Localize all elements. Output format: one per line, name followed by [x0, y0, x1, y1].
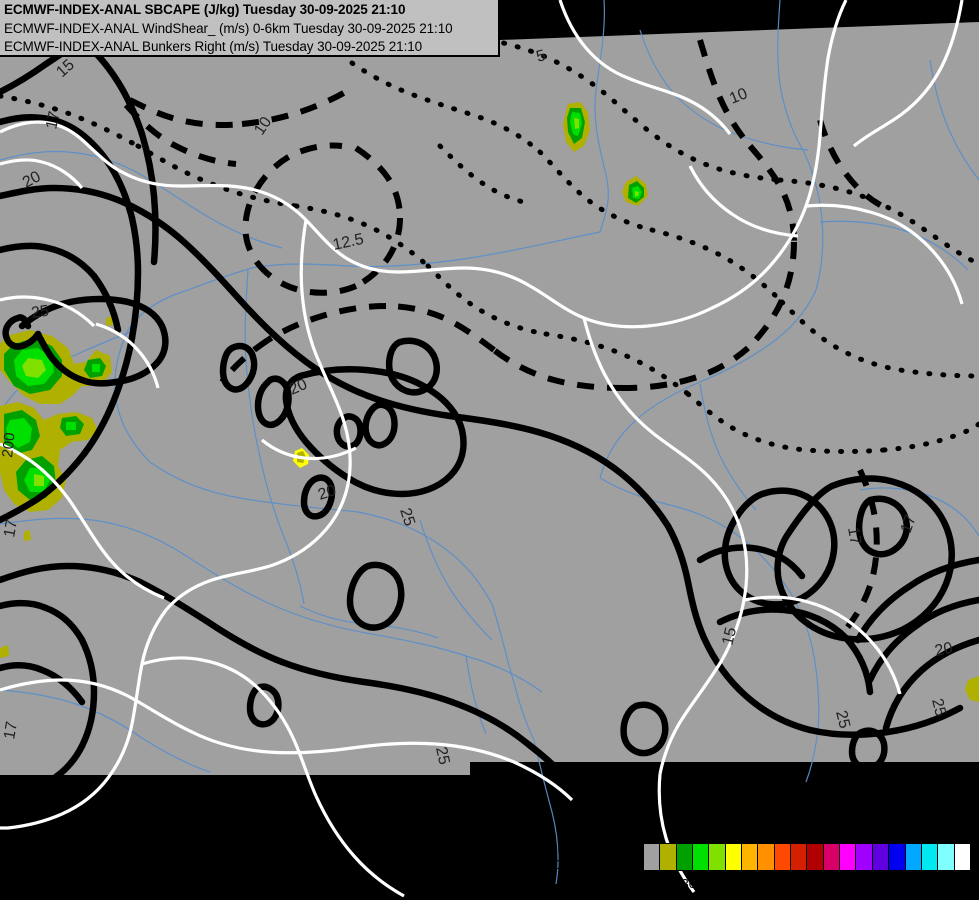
colorbar-swatch-3[interactable]	[693, 844, 710, 870]
contour-label: 25	[832, 709, 853, 730]
colorbar-ticks	[643, 871, 971, 878]
title-line-sbcape: ECMWF-INDEX-ANAL SBCAPE (J/kg) Tuesday 3…	[4, 2, 406, 17]
contour-label: 15	[719, 625, 740, 646]
colorbar-swatch-10[interactable]	[807, 844, 824, 870]
colorbar-swatch-7[interactable]	[758, 844, 775, 870]
contour-label: 25	[30, 303, 50, 322]
cape-value-label: 200	[0, 432, 19, 459]
colorbar-tick-6	[856, 871, 858, 877]
legend-caption: ECMWF-INDEX-ANAL CAPE J/kg	[505, 842, 633, 889]
title-line-bunkers-right: ECMWF-INDEX-ANAL Bunkers Right (m/s) Tue…	[4, 39, 423, 54]
colorbar-swatch-8[interactable]	[774, 844, 792, 870]
contour-label: 17	[43, 110, 63, 131]
colorbar-tick-0	[659, 871, 661, 877]
legend-field-name: CAPE	[551, 857, 587, 872]
colorbar-label-6: 1750	[842, 877, 871, 891]
colorbar-swatch-12[interactable]	[840, 844, 857, 870]
colorbar-tick-8	[921, 871, 923, 877]
colorbar-swatch-18[interactable]	[938, 844, 955, 870]
colorbar-tick-4	[790, 871, 792, 877]
colorbar-label-9: 5000	[940, 877, 969, 891]
colorbar-swatch-5[interactable]	[725, 844, 743, 870]
colorbar-tick-7	[889, 871, 890, 877]
colorbar-label-5: 1250	[809, 877, 838, 891]
colorbar-swatch-9[interactable]	[791, 844, 808, 870]
cape-cell-east-edge	[965, 676, 979, 702]
contour-label: 17	[1, 720, 21, 741]
contour-label: 10	[727, 85, 750, 107]
cape-specks	[0, 316, 113, 658]
colorbar-label-8: 3000	[907, 877, 936, 891]
contour-label: 17	[844, 526, 864, 547]
colorbar-tick-2	[725, 871, 726, 877]
colorbar-label-7: 2250	[875, 877, 903, 891]
contour-labels: 15 17 20 25 20 20 25 17 17 25 15 17 20 2…	[0, 47, 954, 766]
colorbar-tick-5	[823, 871, 825, 877]
colorbar-label-1: 300	[681, 877, 703, 891]
windshear-solid-contours	[0, 36, 979, 775]
colorbar-swatch-6[interactable]	[742, 844, 759, 870]
title-overlay-box: ECMWF-INDEX-ANAL SBCAPE (J/kg) Tuesday 3…	[0, 0, 500, 57]
legend-model-name: ECMWF-INDEX-ANAL	[505, 842, 633, 856]
colorbar-label-4: 900	[780, 877, 802, 891]
contour-label: 20	[20, 168, 44, 191]
cape-cell-north-b	[622, 176, 648, 206]
colorbar-swatch-13[interactable]	[856, 844, 873, 870]
contour-label: 25	[928, 697, 949, 718]
contour-label: 20	[316, 482, 338, 504]
contour-label: 20	[287, 376, 310, 399]
colorbar-legend: ECMWF-INDEX-ANAL CAPE J/kg 100 300 500 700 9…	[505, 840, 979, 900]
colorbar-swatch-19[interactable]	[954, 844, 970, 870]
contour-label: 20	[933, 640, 954, 660]
cape-cell-north-a	[563, 102, 590, 152]
contour-label: 17	[898, 513, 920, 536]
colorbar-swatch-15[interactable]	[889, 844, 906, 870]
colorbar-swatches[interactable]	[643, 843, 971, 871]
colorbar-swatch-2[interactable]	[676, 844, 694, 870]
contour-label: 25	[396, 506, 418, 528]
colorbar-tick-9	[954, 871, 956, 877]
colorbar-tick-3	[757, 871, 759, 877]
cape-cell-left-south	[0, 402, 98, 512]
colorbar-swatch-17[interactable]	[921, 844, 939, 870]
contour-label: 17	[1, 518, 21, 539]
colorbar-swatch-4[interactable]	[709, 844, 726, 870]
colorbar-swatch-14[interactable]	[872, 844, 890, 870]
contour-label: 12.5	[331, 231, 365, 254]
colorbar-tick-labels: 100 300 500 700 900 1250 1750 2250 3000 5000	[643, 877, 971, 895]
legend-units: J/kg	[557, 873, 581, 887]
contour-label: 25	[432, 745, 452, 766]
colorbar-label-3: 700	[747, 877, 769, 891]
colorbar-label-2: 500	[714, 877, 736, 891]
colorbar-tick-1	[692, 871, 694, 877]
colorbar-label-0: 100	[648, 877, 670, 891]
colorbar-swatch-11[interactable]	[823, 844, 841, 870]
windshear-dashed-contours	[123, 39, 892, 636]
title-line-windshear: ECMWF-INDEX-ANAL WindShear_ (m/s) 0-6km …	[4, 20, 453, 36]
colorbar-swatch-16[interactable]	[905, 844, 922, 870]
colorbar-swatch-0[interactable]	[644, 844, 661, 870]
colorbar-swatch-1[interactable]	[660, 844, 677, 870]
bunkers-right-contours	[0, 37, 979, 454]
